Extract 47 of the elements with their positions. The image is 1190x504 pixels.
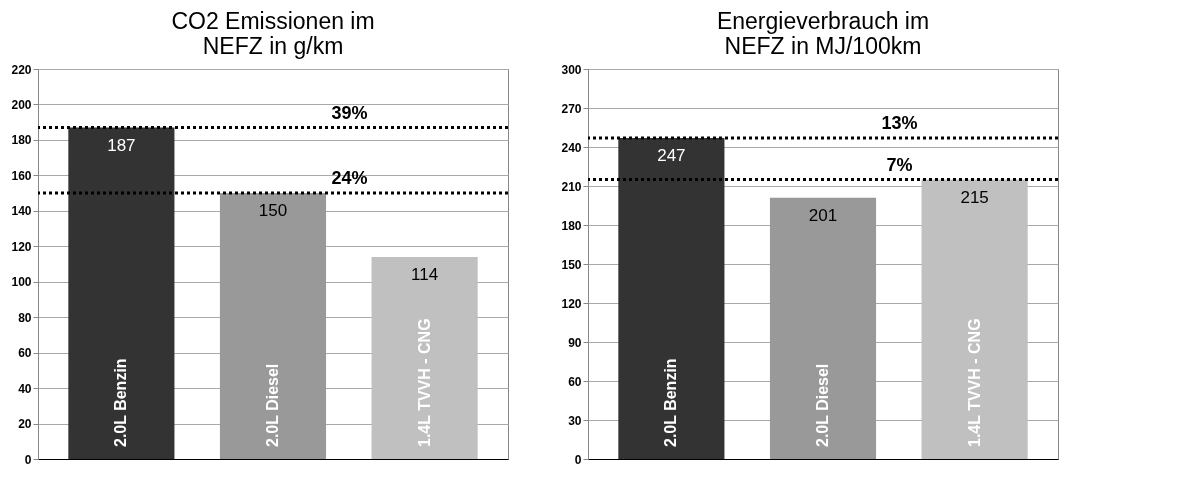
y-tick-label: 270 bbox=[561, 101, 582, 116]
data-label: 114 bbox=[411, 264, 439, 284]
category-label: 2.0L Diesel bbox=[264, 363, 281, 447]
y-tick-label: 80 bbox=[18, 310, 32, 325]
y-tick-label: 30 bbox=[568, 413, 582, 428]
y-tick-label: 140 bbox=[11, 204, 32, 219]
data-label: 247 bbox=[657, 145, 686, 165]
y-tick-label: 90 bbox=[568, 335, 582, 350]
y-tick-label: 150 bbox=[561, 257, 582, 272]
y-tick-label: 60 bbox=[568, 374, 582, 389]
annotation: 13% bbox=[881, 112, 918, 133]
y-tick-label: 180 bbox=[561, 218, 582, 233]
bar bbox=[371, 256, 478, 459]
y-tick-label: 200 bbox=[11, 97, 32, 112]
y-tick-label: 300 bbox=[561, 62, 582, 77]
y-tick-label: 120 bbox=[11, 239, 32, 254]
y-tick-label: 0 bbox=[574, 452, 582, 467]
bar bbox=[219, 193, 327, 459]
chart-title: Energieverbrauch im NEFZ in MJ/100km bbox=[716, 8, 930, 59]
category-label: 1.4L TVVH - CNG bbox=[415, 318, 433, 447]
data-label: 150 bbox=[258, 201, 288, 221]
y-tick-label: 160 bbox=[11, 168, 32, 183]
y-tick-label: 20 bbox=[18, 417, 32, 432]
y-tick-label: 180 bbox=[11, 133, 32, 148]
data-label: 201 bbox=[808, 205, 838, 225]
chart-title: CO2 Emissionen im NEFZ in g/km bbox=[171, 8, 375, 59]
bar bbox=[769, 197, 877, 459]
y-tick-label: 100 bbox=[11, 275, 32, 290]
annotation: 39% bbox=[331, 102, 368, 123]
category-label: 1.4L TVVH - CNG bbox=[965, 318, 983, 447]
data-label: 187 bbox=[107, 135, 136, 155]
bar bbox=[618, 137, 725, 459]
y-tick-label: 40 bbox=[18, 381, 32, 396]
category-label: 2.0L Benzin bbox=[662, 358, 680, 447]
y-tick-label: 0 bbox=[24, 452, 32, 467]
y-tick-label: 220 bbox=[11, 62, 32, 77]
annotation: 24% bbox=[331, 168, 368, 189]
y-tick-label: 240 bbox=[561, 140, 582, 155]
y-tick-label: 210 bbox=[561, 179, 582, 194]
category-label: 2.0L Benzin bbox=[112, 358, 130, 447]
category-label: 2.0L Diesel bbox=[814, 363, 831, 447]
bar bbox=[68, 127, 175, 459]
y-tick-label: 60 bbox=[18, 346, 32, 361]
annotation: 7% bbox=[886, 154, 913, 175]
y-tick-label: 120 bbox=[561, 296, 582, 311]
bar bbox=[921, 179, 1028, 459]
data-label: 215 bbox=[960, 187, 989, 207]
